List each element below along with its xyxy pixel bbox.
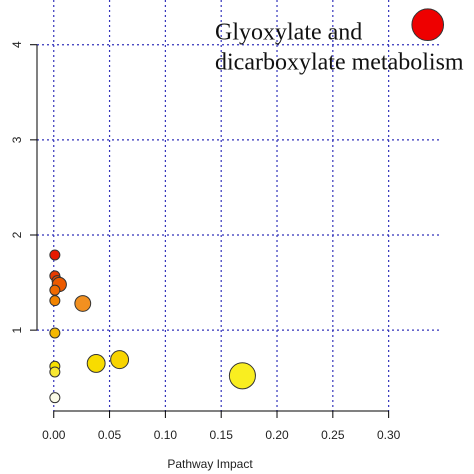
x-tick-label: 0.20 <box>265 428 289 442</box>
x-tick-label: 0.30 <box>377 428 401 442</box>
point <box>74 295 92 312</box>
annotation: dicarboxylate metabolism <box>215 50 464 76</box>
point <box>49 284 61 296</box>
x-tick-label: 0.15 <box>210 428 234 442</box>
annotation: Glyoxylate and <box>215 20 362 46</box>
point <box>86 353 106 373</box>
x-tick-label: 0.10 <box>154 428 178 442</box>
point <box>411 8 445 42</box>
x-tick-label: 0.00 <box>42 428 66 442</box>
y-tick-label: 4 <box>10 41 24 48</box>
point <box>49 366 61 378</box>
point <box>49 249 61 261</box>
point <box>49 327 61 339</box>
y-tick-label: 3 <box>10 136 24 143</box>
point <box>49 392 61 404</box>
x-tick-label: 0.05 <box>98 428 122 442</box>
x-tick-label: 0.25 <box>321 428 345 442</box>
x-axis-label: Pathway Impact <box>167 457 253 471</box>
point <box>49 295 61 307</box>
point <box>228 362 256 390</box>
point <box>110 350 130 370</box>
y-tick-label: 2 <box>10 231 24 238</box>
y-tick-label: 1 <box>10 326 24 333</box>
